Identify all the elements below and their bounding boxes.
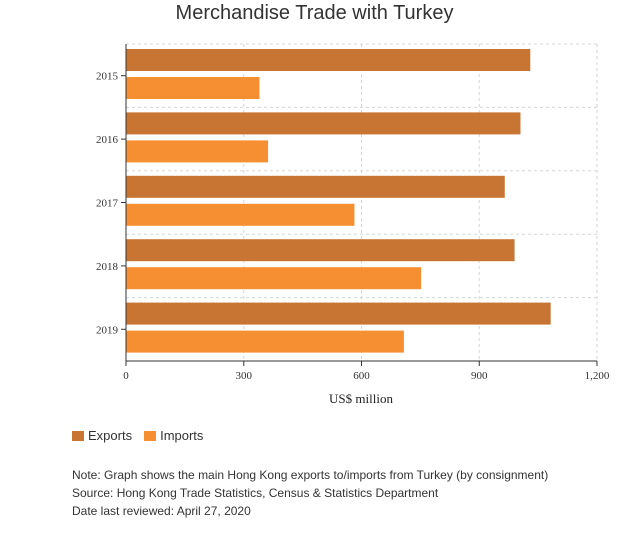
source-text: Source: Hong Kong Trade Statistics, Cens…: [72, 486, 439, 500]
legend-label-imports: Imports: [160, 428, 204, 443]
legend: Exports Imports: [72, 428, 203, 443]
x-axis-label: US$ million: [329, 391, 393, 406]
y-tick-label: 2016: [96, 134, 119, 146]
bar-exports-2019[interactable]: [126, 302, 551, 325]
x-tick-label: 600: [353, 370, 370, 382]
bars: [126, 49, 551, 353]
bar-imports-2017[interactable]: [126, 203, 355, 226]
x-tick-label: 0: [123, 370, 129, 382]
y-tick-label: 2015: [96, 71, 119, 83]
bar-exports-2017[interactable]: [126, 175, 505, 198]
bar-imports-2015[interactable]: [126, 77, 260, 99]
x-tick-label: 300: [236, 370, 253, 382]
note-text: Note: Graph shows the main Hong Kong exp…: [72, 468, 549, 482]
x-tick-label: 1,200: [585, 370, 610, 382]
reviewed-date: Date last reviewed: April 27, 2020: [72, 504, 251, 518]
chart-notes: Note: Graph shows the main Hong Kong exp…: [72, 466, 548, 520]
bar-imports-2016[interactable]: [126, 140, 269, 163]
legend-item-imports[interactable]: Imports: [144, 428, 203, 443]
bar-exports-2016[interactable]: [126, 112, 521, 135]
bar-exports-2018[interactable]: [126, 239, 515, 262]
y-tick-label: 2017: [96, 198, 119, 210]
axes: [121, 44, 598, 366]
legend-swatch-imports: [144, 430, 157, 441]
legend-swatch-exports: [72, 430, 84, 441]
y-tick-label: 2019: [96, 324, 119, 336]
bar-exports-2015[interactable]: [126, 49, 531, 71]
x-tick-label: 900: [471, 370, 488, 382]
chart-title: Merchandise Trade with Turkey: [175, 2, 454, 24]
bar-imports-2018[interactable]: [126, 267, 422, 290]
bar-imports-2019[interactable]: [126, 330, 404, 353]
legend-item-exports[interactable]: Exports: [72, 428, 132, 443]
legend-label-exports: Exports: [88, 428, 133, 443]
tick-labels: 0 300 600 900 1,200 2015 2016 2017 2018 2019: [96, 71, 610, 382]
y-tick-label: 2018: [96, 261, 119, 273]
bar-chart: 0 300 600 900 1,200 2015 2016 2017 2018 2019 US$ …: [96, 43, 610, 406]
